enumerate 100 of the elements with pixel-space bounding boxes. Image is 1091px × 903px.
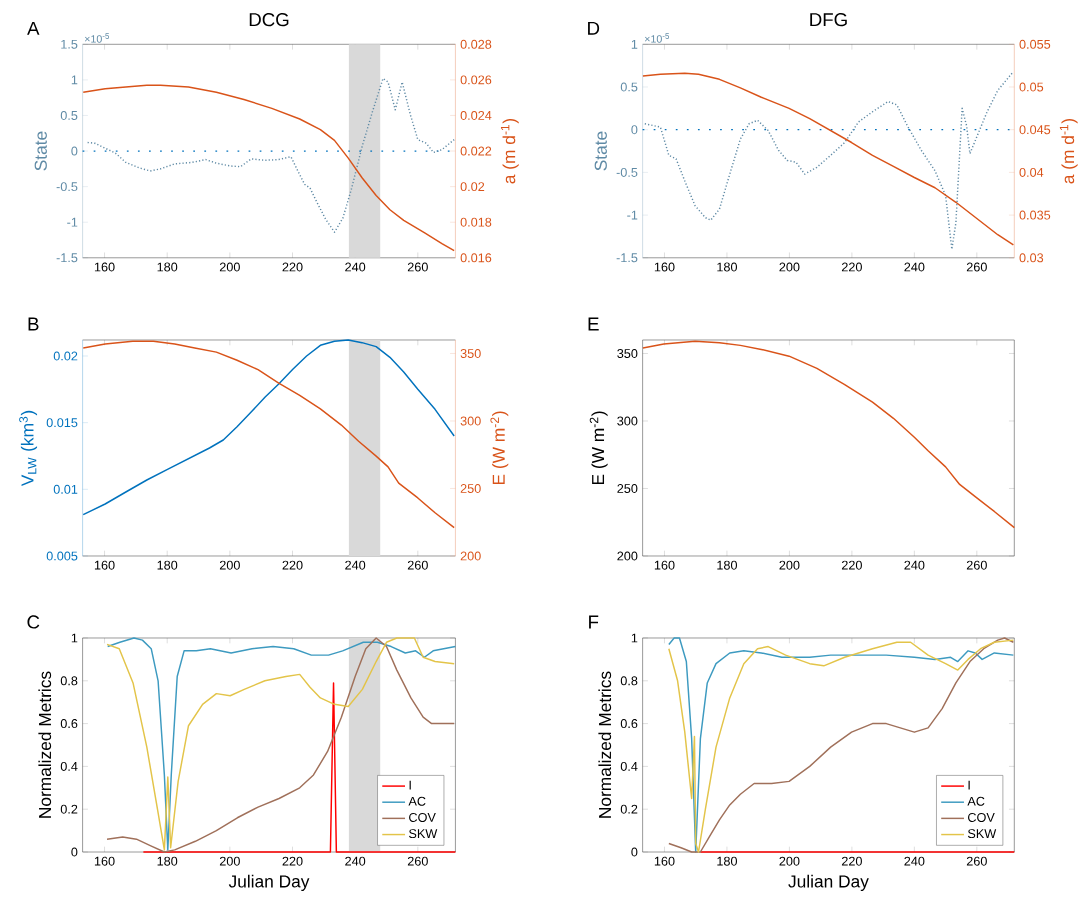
x-tick-label: 240 — [345, 856, 366, 866]
x-tick-label: 240 — [904, 856, 925, 866]
y-tick-label: 1.5 — [61, 39, 78, 49]
y-axis-title: State — [34, 131, 47, 171]
y-tick-label: 0.2 — [620, 804, 638, 814]
x-tick-label: 220 — [282, 560, 303, 570]
y-tick-label: 0.6 — [620, 719, 638, 729]
y-axis-title: E (W m$^{-2}$) — [589, 411, 608, 485]
y-tick-label: 0 — [71, 847, 78, 857]
text: C — [27, 615, 40, 629]
y-tick-label: 300 — [617, 416, 638, 426]
x-tick-label: 200 — [219, 560, 240, 570]
x-tick-label: 240 — [904, 560, 925, 570]
text: ×10$^{-5}$ — [644, 33, 670, 43]
y-tick-label: 0.5 — [60, 110, 78, 120]
y-tick-label: 0.8 — [620, 676, 638, 686]
y-axis-title: Normalized Metrics — [38, 671, 52, 818]
x-tick-label: 180 — [717, 560, 738, 570]
y2-tick-label: 0.055 — [1019, 39, 1051, 49]
y-tick-label: 0.005 — [46, 551, 78, 561]
y2-axis-title: a (m d$^{-1}$) — [1059, 118, 1078, 184]
y-tick-label: 0.2 — [60, 804, 78, 814]
y2-tick-label: 0.05 — [1019, 82, 1044, 92]
x-tick-label: 160 — [654, 262, 675, 272]
y2-tick-label: 0.035 — [1019, 210, 1051, 220]
x-tick-label: 240 — [345, 262, 366, 272]
y-tick-label: 0.4 — [620, 761, 638, 771]
y-tick-label: 0.5 — [620, 82, 638, 92]
x-tick-label: 220 — [282, 856, 303, 866]
x-tick-label: 160 — [654, 560, 675, 570]
text: F — [589, 615, 599, 629]
x-tick-label: 240 — [904, 262, 925, 272]
y-tick-label: 350 — [617, 349, 638, 358]
y2-tick-label: 250 — [460, 484, 481, 493]
y2-tick-label: 0.022 — [460, 146, 492, 156]
text: D — [588, 21, 600, 35]
y2-tick-label: 0.03 — [1019, 253, 1044, 263]
y2-axis-title: a (m d$^{-1}$) — [500, 118, 519, 184]
y2-tick-label: 200 — [460, 551, 481, 561]
y-axis-title: State — [594, 131, 607, 171]
y2-axis-title: E (W m$^{-2}$) — [490, 411, 509, 485]
x-tick-label: 200 — [219, 856, 240, 866]
text: ×10$^{-5}$ — [84, 33, 110, 43]
x-tick-label: 180 — [157, 560, 178, 570]
x-tick-label: 160 — [94, 560, 115, 570]
y2-tick-label: 0.018 — [460, 217, 492, 227]
text: E — [588, 317, 599, 331]
x-tick-label: 200 — [219, 262, 240, 272]
y2-tick-label: 0.045 — [1019, 125, 1051, 135]
y-tick-label: 0.4 — [60, 761, 78, 771]
x-tick-label: 260 — [966, 856, 987, 866]
x-tick-label: 260 — [407, 560, 428, 570]
y2-tick-label: 0.02 — [460, 182, 485, 192]
legend-label: I — [409, 780, 411, 790]
y-axis-title: Normalized Metrics — [598, 671, 612, 818]
x-tick-label: 180 — [157, 856, 178, 866]
x-tick-label: 160 — [94, 856, 115, 866]
x-tick-label: 260 — [407, 856, 428, 866]
x-tick-label: 220 — [841, 262, 862, 272]
x-tick-label: 240 — [345, 560, 366, 570]
x-tick-label: 200 — [779, 856, 800, 866]
y-tick-label: 200 — [617, 551, 638, 561]
y-tick-label: 0.8 — [60, 676, 78, 686]
x-axis-title: Julian Day — [228, 874, 310, 891]
y-axis-title: V$_{LW}$ (km$^{3}$) — [19, 410, 38, 487]
x-tick-label: 260 — [407, 262, 428, 272]
y-tick-label: 250 — [617, 484, 638, 493]
y2-tick-label: 350 — [460, 349, 481, 358]
x-tick-label: 180 — [157, 262, 178, 272]
y2-tick-label: 0.026 — [460, 75, 492, 85]
x-tick-label: 200 — [779, 262, 800, 272]
y-tick-label: 0 — [631, 847, 638, 857]
y-tick-label: 1 — [71, 633, 78, 643]
x-tick-label: 180 — [717, 262, 738, 272]
y-tick-label: 1 — [631, 633, 638, 643]
legend-label: COV — [968, 812, 995, 822]
y-tick-label: -1 — [627, 210, 638, 220]
y2-tick-label: 0.016 — [460, 253, 492, 263]
text: A — [27, 21, 40, 35]
y-tick-label: 0.02 — [53, 351, 78, 361]
x-tick-label: 220 — [841, 856, 862, 866]
y2-tick-label: 0.024 — [460, 110, 492, 120]
x-axis-title: Julian Day — [788, 874, 869, 891]
y-tick-label: 0.01 — [53, 484, 78, 494]
x-tick-label: 260 — [966, 560, 987, 570]
y-tick-label: -0.5 — [616, 167, 638, 177]
x-tick-label: 180 — [717, 856, 738, 866]
y2-tick-label: 300 — [460, 416, 481, 426]
line-series — [642, 340, 1016, 529]
x-tick-label: 160 — [654, 856, 675, 866]
y-tick-label: -0.5 — [56, 182, 78, 192]
x-tick-label: 220 — [282, 262, 303, 272]
y-tick-label: -1.5 — [616, 253, 638, 263]
chart-title: DCG — [249, 13, 289, 27]
y-tick-label: 0.015 — [46, 418, 78, 428]
x-tick-label: 220 — [841, 560, 862, 570]
text: B — [28, 317, 39, 331]
x-tick-label: 200 — [779, 560, 800, 570]
legend-label: SKW — [967, 829, 997, 839]
y-tick-label: 0.6 — [60, 719, 78, 729]
